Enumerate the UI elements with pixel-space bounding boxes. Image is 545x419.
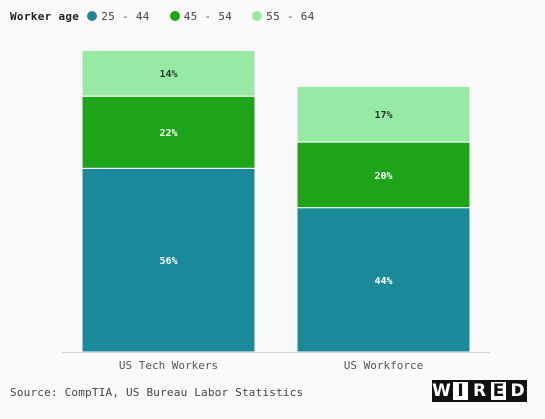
bar-data-label: 20% [374,171,392,182]
bar-segment [81,49,256,97]
bar-data-label: 14% [159,69,177,80]
legend-item-45-54: 45 - 54 [169,9,233,23]
bar-segment [81,95,256,169]
x-axis-tick-label: US Tech Workers [119,359,218,372]
legend-swatch-25-44 [87,11,98,21]
legend-item-55-64: 55 - 64 [252,10,314,23]
legend-item-25-44: 25 - 44 [87,10,149,23]
x-axis-tick-label: US Workforce [344,359,423,372]
logo-letter: R [470,380,489,402]
legend-label-45-54: 45 - 54 [183,9,233,23]
source-note: Source: CompTIA, US Bureau Labor Statist… [10,386,304,399]
bar-segment [296,85,471,143]
legend-title: Worker age [10,9,80,23]
logo-letter: E [489,380,508,402]
legend-label-25-44: 25 - 44 [101,9,150,23]
bar-data-label: 22% [159,128,177,139]
logo-letter: D [508,380,527,402]
bar-data-label: 56% [159,256,177,267]
logo-letter: I [451,380,470,402]
logo-letter: W [432,380,451,402]
stacked-bar-chart: 56% 22% 14% US Tech Workers 44% 20% 17% US Work… [62,49,490,372]
legend-label-55-64: 55 - 64 [266,9,315,23]
legend-swatch-55-64 [252,11,263,21]
bar-data-label: 17% [374,110,392,121]
bar-segment [81,167,256,353]
bar-data-label: 44% [374,276,392,287]
chart-legend: Worker age 25 - 44 45 - 54 55 - 64 [10,8,335,24]
legend-swatch-45-54 [169,11,180,21]
wired-logo: W I R E D [432,380,527,402]
